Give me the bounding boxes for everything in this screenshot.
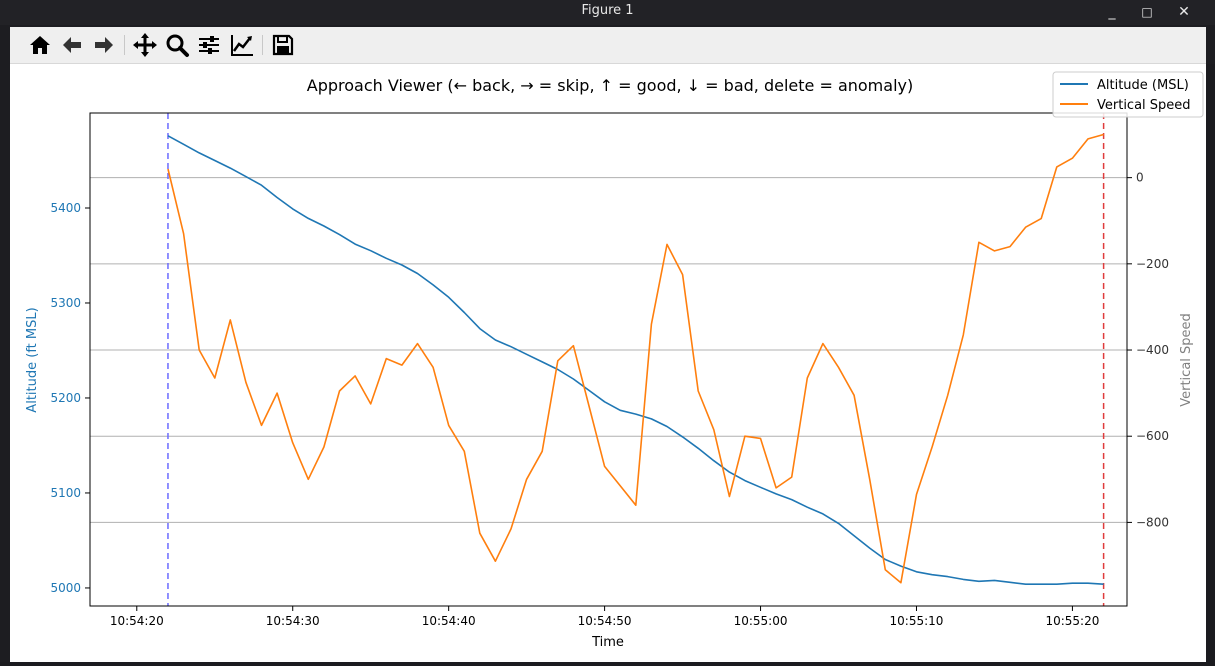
home-button[interactable] [26, 31, 54, 59]
x-tick-label: 10:55:00 [734, 614, 788, 628]
legend: Altitude (MSL) Vertical Speed [1052, 71, 1204, 118]
toolbar-separator [262, 35, 263, 55]
right-y-tick-label: −200 [1136, 257, 1169, 271]
move-icon [133, 33, 157, 57]
axes-frame [89, 112, 1128, 607]
right-y-tick-label: −400 [1136, 343, 1169, 357]
title-bar[interactable]: Figure 1 _ □ ✕ [0, 0, 1215, 25]
zoom-button[interactable] [163, 31, 191, 59]
series-lines [167, 133, 1104, 586]
subplots-button[interactable] [195, 31, 223, 59]
home-icon [30, 36, 50, 54]
right-y-axis-label: Vertical Speed [1179, 313, 1194, 407]
x-tick-label: 10:54:40 [422, 614, 476, 628]
grid-lines [90, 177, 1127, 523]
vertical-speed-series-line [167, 133, 1104, 584]
background-editor-strip [1206, 64, 1215, 662]
marker-lines [167, 113, 1105, 606]
search-icon [166, 34, 189, 57]
x-tick-label: 10:54:50 [578, 614, 632, 628]
left-y-tick-label: 5200 [50, 391, 81, 405]
left-y-axis-label: Altitude (ft MSL) [25, 307, 40, 412]
right-y-tick-label: −600 [1136, 429, 1169, 443]
x-tick-label: 10:55:10 [890, 614, 944, 628]
close-button[interactable]: ✕ [1178, 4, 1190, 20]
left-y-tick-label: 5400 [50, 201, 81, 215]
right-y-axis-ticks: 0 −200 −400 −600 −800 [1127, 171, 1169, 529]
toolbar-separator [124, 35, 125, 55]
save-button[interactable] [269, 31, 297, 59]
pan-button[interactable] [131, 31, 159, 59]
arrow-left-icon [63, 37, 81, 53]
left-y-axis-ticks: 5000 5100 5200 5300 5400 [50, 201, 90, 595]
background-status-strip [0, 662, 1215, 666]
left-y-tick-label: 5300 [50, 296, 81, 310]
legend-box [1052, 71, 1204, 118]
edit-axes-button[interactable] [228, 31, 256, 59]
left-y-tick-label: 5000 [50, 581, 81, 595]
x-tick-label: 10:54:20 [110, 614, 164, 628]
chart-edit-icon [231, 35, 253, 56]
left-y-tick-label: 5100 [50, 486, 81, 500]
right-y-tick-label: 0 [1136, 171, 1144, 185]
legend-label-vertical-speed: Vertical Speed [1097, 98, 1191, 113]
window-title: Figure 1 [581, 3, 634, 18]
navigation-toolbar [10, 27, 1206, 64]
x-tick-label: 10:54:30 [266, 614, 320, 628]
maximize-button[interactable]: □ [1141, 5, 1153, 19]
x-axis-ticks: 10:54:20 10:54:30 10:54:40 10:54:50 10:55:00… [110, 606, 1099, 628]
forward-button[interactable] [90, 31, 118, 59]
x-tick-label: 10:55:20 [1045, 614, 1099, 628]
figure-canvas[interactable]: Approach Viewer (← back, → = skip, ↑ = g… [10, 64, 1206, 662]
back-button[interactable] [58, 31, 86, 59]
x-axis-label: Time [591, 635, 624, 650]
sliders-icon [199, 36, 219, 54]
legend-label-altitude: Altitude (MSL) [1097, 78, 1189, 93]
chart-title: Approach Viewer (← back, → = skip, ↑ = g… [307, 76, 913, 95]
arrow-right-icon [95, 37, 113, 53]
chart[interactable]: Approach Viewer (← back, → = skip, ↑ = g… [10, 64, 1206, 662]
altitude-series-line [167, 135, 1104, 586]
right-y-tick-label: −800 [1136, 515, 1169, 529]
save-icon [272, 34, 294, 56]
minimize-button[interactable]: _ [1108, 4, 1116, 20]
